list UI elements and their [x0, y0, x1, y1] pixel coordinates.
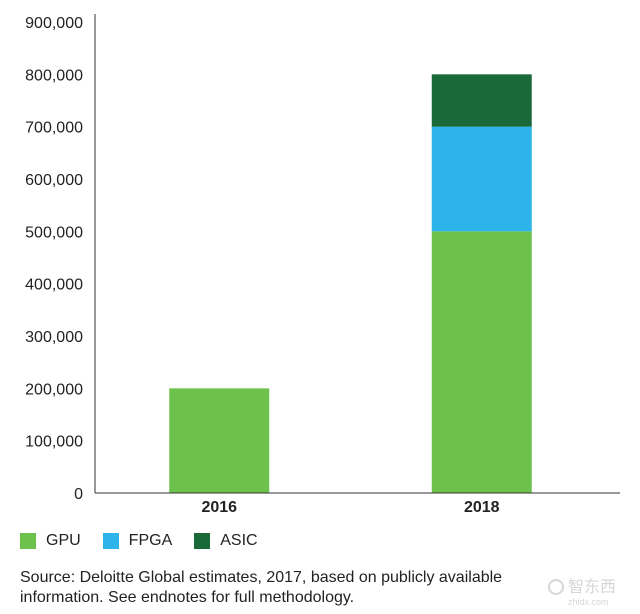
bar-chart: 0 100,000 200,000 300,000 400,000 500,000 600,… — [25, 14, 620, 516]
legend-swatch-gpu — [20, 533, 36, 549]
legend-label-gpu: GPU — [46, 532, 81, 549]
y-tick-label: 0 — [74, 486, 83, 503]
watermark-domain: zhidx.com — [568, 597, 609, 607]
legend: GPU FPGA ASIC — [20, 532, 258, 550]
y-tick-label: 100,000 — [25, 434, 83, 451]
source-line-2: information. See endnotes for full metho… — [20, 589, 355, 606]
y-tick-label: 900,000 — [25, 15, 83, 32]
bar-asic-2018 — [431, 74, 532, 127]
y-axis-ticks: 0 100,000 200,000 300,000 400,000 500,000 600,… — [25, 15, 83, 503]
y-tick-label: 600,000 — [25, 172, 83, 189]
axes-group — [94, 14, 620, 494]
bars-group — [169, 74, 532, 494]
x-tick-label: 2018 — [464, 499, 500, 516]
bar-gpu-2016 — [169, 388, 270, 493]
legend-swatch-asic — [194, 533, 211, 549]
watermark-brand: 智东西 — [568, 578, 616, 596]
watermark-logo: 智东西 zhidx.com — [548, 578, 616, 607]
legend-label-fpga: FPGA — [128, 532, 173, 549]
y-tick-label: 700,000 — [25, 120, 83, 137]
bar-fpga-2018 — [431, 126, 532, 232]
bar-gpu-2018 — [431, 231, 532, 494]
legend-label-asic: ASIC — [220, 532, 258, 549]
legend-swatch-fpga — [102, 533, 119, 549]
legend-item-gpu: GPU — [20, 532, 81, 550]
legend-item-asic: ASIC — [194, 532, 258, 550]
source-line-1: Source: Deloitte Global estimates, 2017,… — [20, 569, 503, 586]
x-tick-label: 2016 — [201, 499, 237, 516]
y-tick-label: 500,000 — [25, 224, 83, 241]
y-tick-label: 200,000 — [25, 381, 83, 398]
source-note: Source: Deloitte Global estimates, 2017,… — [20, 568, 620, 608]
x-axis-ticks: 2016 2018 — [201, 499, 499, 516]
y-tick-label: 300,000 — [25, 329, 83, 346]
y-tick-label: 400,000 — [25, 277, 83, 294]
y-tick-label: 800,000 — [25, 67, 83, 84]
legend-item-fpga: FPGA — [102, 532, 173, 550]
